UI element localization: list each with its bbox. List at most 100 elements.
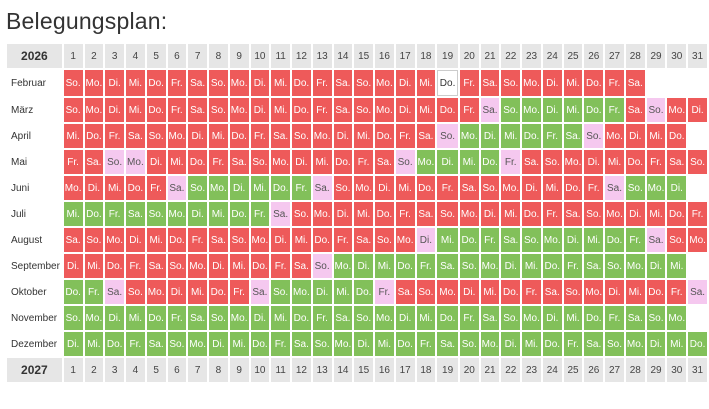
day-cell-free[interactable]: Sa. <box>584 254 604 278</box>
day-cell-free[interactable]: Mi. <box>667 332 687 356</box>
day-cell-free[interactable]: Mi. <box>84 332 104 356</box>
day-cell-booked[interactable]: Do. <box>522 202 541 226</box>
day-cell-booked[interactable]: Do. <box>188 150 208 174</box>
day-cell-free[interactable]: Sa. <box>480 306 500 330</box>
day-cell-booked[interactable]: Fr. <box>188 228 208 252</box>
day-cell-free[interactable]: Mi. <box>584 228 604 252</box>
day-cell-free[interactable]: So. <box>522 228 541 252</box>
day-cell-booked[interactable]: So. <box>229 228 249 252</box>
day-cell-free[interactable]: Mi. <box>563 98 583 122</box>
day-cell-booked[interactable]: Di. <box>625 202 645 226</box>
day-cell-booked[interactable]: So. <box>416 280 436 304</box>
day-cell-free[interactable]: Fr. <box>416 254 436 278</box>
day-cell-selected[interactable]: Do. <box>437 70 458 96</box>
day-cell-free[interactable]: Mo. <box>229 306 249 330</box>
day-cell-free[interactable]: So. <box>646 306 666 330</box>
day-cell-free[interactable]: Do. <box>395 332 415 356</box>
day-cell-booked[interactable]: Fr. <box>105 124 125 148</box>
day-cell-booked[interactable]: Di. <box>146 150 166 174</box>
day-cell-free[interactable]: Mo. <box>480 254 500 278</box>
day-cell-booked[interactable]: Di. <box>480 202 500 226</box>
day-cell-booked[interactable]: So. <box>126 280 145 304</box>
day-cell-changeover[interactable]: Mo. <box>126 150 145 174</box>
day-cell-free[interactable]: So. <box>605 332 624 356</box>
day-cell-booked[interactable]: Fr. <box>688 202 707 226</box>
day-cell-free[interactable]: Sa. <box>563 124 583 148</box>
day-cell-booked[interactable]: Do. <box>250 254 270 278</box>
day-cell-booked[interactable]: Sa. <box>542 280 562 304</box>
day-cell-booked[interactable]: Fr. <box>229 280 249 304</box>
day-cell-free[interactable]: Do. <box>84 202 104 226</box>
day-cell-changeover[interactable]: So. <box>584 124 604 148</box>
day-cell-booked[interactable]: Di. <box>209 254 228 278</box>
day-cell-booked[interactable]: Sa. <box>375 150 394 174</box>
day-cell-booked[interactable]: Mo. <box>459 202 479 226</box>
day-cell-free[interactable]: Fr. <box>605 306 624 330</box>
day-cell-booked[interactable]: Sa. <box>209 228 228 252</box>
day-cell-booked[interactable]: Do. <box>312 228 332 252</box>
day-cell-free[interactable]: Mo. <box>292 280 311 304</box>
day-cell-booked[interactable]: Mi. <box>271 98 291 122</box>
day-cell-changeover[interactable]: Di. <box>416 228 436 252</box>
day-cell-free[interactable]: So. <box>459 254 479 278</box>
day-cell-booked[interactable]: Mo. <box>354 176 374 200</box>
day-cell-booked[interactable]: Mo. <box>375 98 394 122</box>
day-cell-booked[interactable]: Fr. <box>250 124 270 148</box>
day-cell-free[interactable]: Mo. <box>333 332 353 356</box>
day-cell-booked[interactable]: Mo. <box>167 124 187 148</box>
day-cell-booked[interactable]: Sa. <box>625 70 645 96</box>
day-cell-free[interactable]: Fr. <box>292 176 311 200</box>
day-cell-free[interactable]: Fr. <box>167 306 187 330</box>
day-cell-changeover[interactable]: Fr. <box>501 150 521 174</box>
day-cell-free[interactable]: Do. <box>229 202 249 226</box>
day-cell-free[interactable]: Di. <box>667 176 687 200</box>
day-cell-booked[interactable]: Mo. <box>563 150 583 174</box>
day-cell-booked[interactable]: Fr. <box>542 202 562 226</box>
day-cell-booked[interactable]: Do. <box>146 70 166 96</box>
day-cell-booked[interactable]: So. <box>501 70 521 96</box>
day-cell-booked[interactable]: Mo. <box>584 280 604 304</box>
day-cell-booked[interactable]: Di. <box>292 150 311 174</box>
day-cell-free[interactable]: Fr. <box>563 254 583 278</box>
day-cell-booked[interactable]: Di. <box>333 124 353 148</box>
day-cell-free[interactable]: Di. <box>646 254 666 278</box>
day-cell-booked[interactable]: Fr. <box>167 98 187 122</box>
day-cell-free[interactable]: Sa. <box>584 332 604 356</box>
day-cell-booked[interactable]: Mo. <box>63 176 83 200</box>
day-cell-booked[interactable]: So. <box>167 254 187 278</box>
day-cell-booked[interactable]: Sa. <box>416 124 436 148</box>
day-cell-booked[interactable]: Mo. <box>312 124 332 148</box>
day-cell-booked[interactable]: Mo. <box>312 202 332 226</box>
day-cell-free[interactable]: So. <box>354 306 374 330</box>
day-cell-free[interactable]: Mo. <box>375 306 394 330</box>
day-cell-booked[interactable]: So. <box>354 70 374 96</box>
day-cell-free[interactable]: Mi. <box>375 254 394 278</box>
day-cell-free[interactable]: Sa. <box>501 228 521 252</box>
day-cell-booked[interactable]: Di. <box>522 176 541 200</box>
day-cell-free[interactable]: Do. <box>459 228 479 252</box>
day-cell-booked[interactable]: Di. <box>63 254 83 278</box>
day-cell-booked[interactable]: Mi. <box>84 254 104 278</box>
day-cell-booked[interactable]: Di. <box>542 70 562 96</box>
day-cell-free[interactable]: Do. <box>688 332 707 356</box>
day-cell-free[interactable]: Di. <box>437 150 458 174</box>
day-cell-booked[interactable]: Di. <box>605 280 624 304</box>
day-cell-free[interactable]: Do. <box>292 306 311 330</box>
day-cell-free[interactable]: Di. <box>188 202 208 226</box>
day-cell-booked[interactable]: Sa. <box>188 98 208 122</box>
day-cell-free[interactable]: Di. <box>312 280 332 304</box>
day-cell-booked[interactable]: Fr. <box>333 228 353 252</box>
day-cell-free[interactable]: Mi. <box>459 150 479 174</box>
day-cell-booked[interactable]: Fr. <box>312 70 332 96</box>
day-cell-booked[interactable]: Do. <box>437 98 458 122</box>
day-cell-free[interactable]: Di. <box>480 124 500 148</box>
day-cell-free[interactable]: Mo. <box>522 98 541 122</box>
day-cell-booked[interactable]: So. <box>292 202 311 226</box>
day-cell-booked[interactable]: Fr. <box>395 124 415 148</box>
day-cell-free[interactable]: Mi. <box>229 332 249 356</box>
day-cell-booked[interactable]: Di. <box>271 228 291 252</box>
day-cell-booked[interactable]: Sa. <box>333 98 353 122</box>
day-cell-booked[interactable]: Do. <box>146 98 166 122</box>
day-cell-free[interactable]: Do. <box>354 280 374 304</box>
day-cell-changeover[interactable]: So. <box>437 124 458 148</box>
